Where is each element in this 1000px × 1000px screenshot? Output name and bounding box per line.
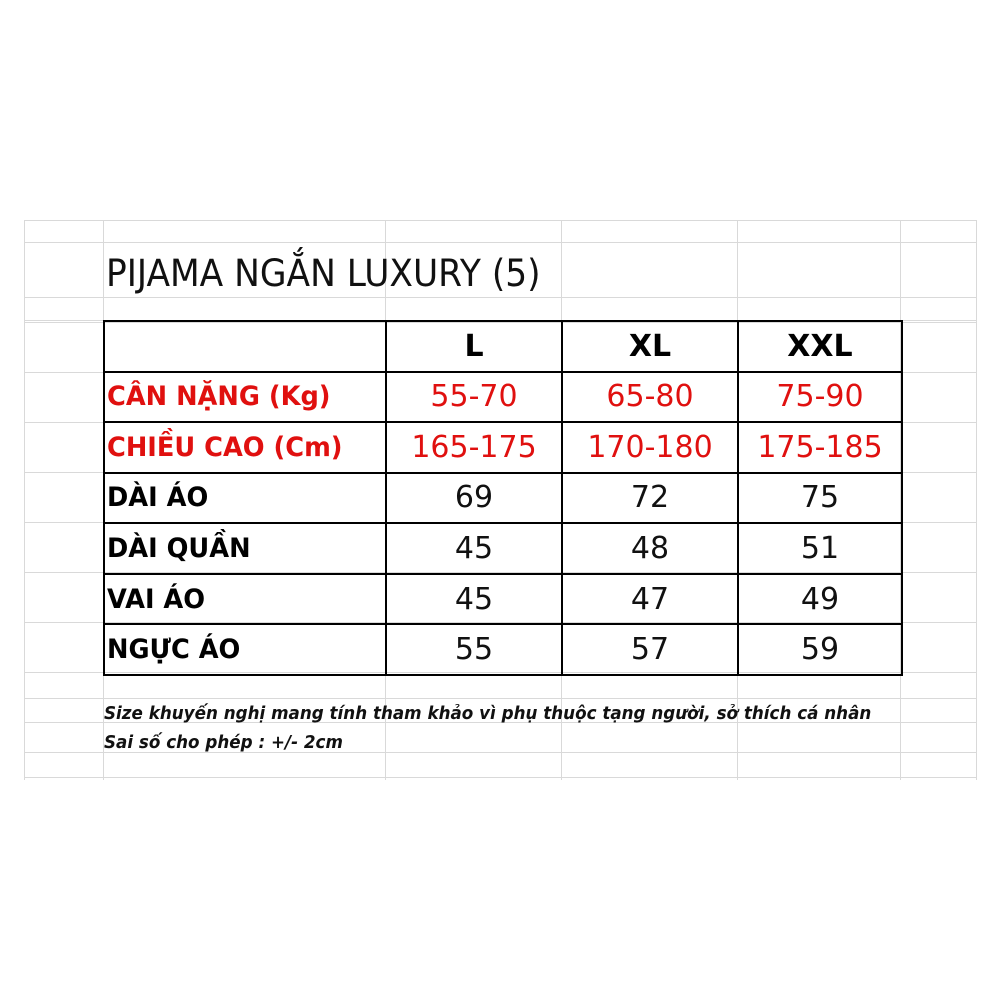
table-cell: 72 (561, 471, 739, 525)
row-label-text: NGỰC ÁO (107, 634, 241, 666)
table-cell: 75 (737, 471, 903, 525)
grid-line (976, 220, 977, 780)
table-row: DÀI QUẦN 45 48 51 (103, 522, 903, 575)
grid-line (24, 297, 976, 298)
note-recommendation: Size khuyến nghị mang tính tham khảo vì … (104, 703, 872, 724)
row-label-text: VAI ÁO (107, 583, 206, 615)
grid-line (24, 698, 976, 699)
table-cell: 45 (385, 572, 563, 626)
row-label: DÀI ÁO (103, 471, 387, 525)
grid-line (24, 777, 976, 778)
row-label-text: CHIỀU CAO (Cm) (107, 431, 343, 463)
table-cell: 69 (385, 471, 563, 525)
table-title: PIJAMA NGẮN LUXURY (5) (106, 252, 541, 295)
table-row: NGỰC ÁO 55 57 59 (103, 623, 903, 676)
header-cell-empty (103, 320, 387, 373)
row-label: VAI ÁO (103, 572, 387, 626)
table-cell: 51 (737, 522, 903, 575)
row-label-text: CÂN NẶNG (Kg) (107, 381, 331, 413)
grid-line (24, 220, 25, 780)
header-cell-xxl: XXL (737, 320, 903, 373)
row-label: NGỰC ÁO (103, 623, 387, 676)
grid-line (24, 220, 976, 221)
note-tolerance: Sai số cho phép : +/- 2cm (104, 732, 343, 753)
table-cell: 45 (385, 522, 563, 575)
grid-line (24, 722, 976, 723)
size-chart-table: L XL XXL CÂN NẶNG (Kg) 55-70 65-80 75-90… (103, 320, 903, 676)
table-row: CHIỀU CAO (Cm) 165-175 170-180 175-185 (103, 421, 903, 474)
table-cell: 55-70 (385, 370, 563, 424)
table-cell: 47 (561, 572, 739, 626)
table-cell: 165-175 (385, 421, 563, 474)
table-cell: 175-185 (737, 421, 903, 474)
grid-line (24, 752, 976, 753)
header-cell-xl: XL (561, 320, 739, 373)
table-cell: 59 (737, 623, 903, 676)
table-cell: 170-180 (561, 421, 739, 474)
header-row: L XL XXL (103, 320, 903, 373)
table-row: CÂN NẶNG (Kg) 55-70 65-80 75-90 (103, 370, 903, 424)
table-cell: 48 (561, 522, 739, 575)
row-label: CHIỀU CAO (Cm) (103, 421, 387, 474)
row-label: DÀI QUẦN (103, 522, 387, 575)
table-cell: 55 (385, 623, 563, 676)
table-cell: 75-90 (737, 370, 903, 424)
table-row: VAI ÁO 45 47 49 (103, 572, 903, 626)
table-row: DÀI ÁO 69 72 75 (103, 471, 903, 525)
table-cell: 57 (561, 623, 739, 676)
row-label: CÂN NẶNG (Kg) (103, 370, 387, 424)
row-label-text: DÀI QUẦN (107, 533, 251, 565)
table-cell: 49 (737, 572, 903, 626)
grid-line (24, 242, 976, 243)
table-cell: 65-80 (561, 370, 739, 424)
row-label-text: DÀI ÁO (107, 482, 209, 514)
header-cell-l: L (385, 320, 563, 373)
